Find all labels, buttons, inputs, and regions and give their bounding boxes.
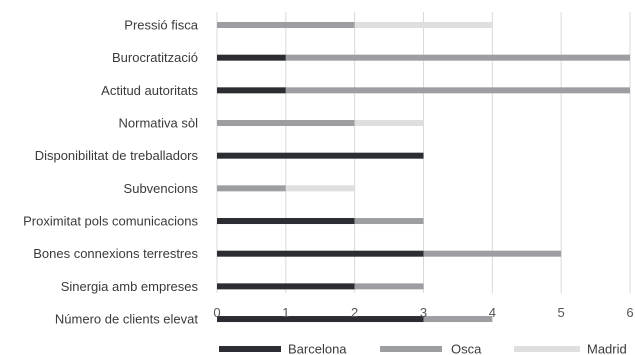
- x-tick-label: 2: [351, 305, 358, 320]
- bar-segment: [217, 283, 355, 290]
- x-tick-label: 1: [282, 305, 289, 320]
- bar-segment: [354, 120, 424, 127]
- category-label: Burocratització: [112, 50, 198, 65]
- category-label: Disponibilitat de treballadors: [35, 148, 199, 163]
- bar-segment: [285, 54, 630, 61]
- category-label: Subvencions: [124, 181, 199, 196]
- bar-segment: [217, 22, 355, 28]
- bar-segment: [217, 120, 355, 127]
- category-label: Número de clients elevat: [55, 312, 198, 327]
- bar-segment: [354, 218, 424, 225]
- bar-segment: [354, 283, 424, 290]
- category-labels: Pressió fisca Burocratització Actitud auto…: [23, 18, 199, 327]
- category-label: Actitud autoritats: [101, 83, 198, 98]
- x-tick-label: 5: [558, 305, 565, 320]
- x-tick-label: 0: [213, 305, 220, 320]
- x-tick-label: 3: [420, 305, 427, 320]
- bars: [217, 22, 630, 323]
- bar-segment: [217, 152, 424, 159]
- bar-segment: [285, 185, 355, 192]
- category-label: Pressió fisca: [124, 18, 198, 33]
- bar-segment: [217, 316, 424, 323]
- x-tick-label: 4: [489, 305, 496, 320]
- bar-segment: [423, 316, 493, 323]
- bar-segment: [423, 250, 562, 257]
- bar-segment: [354, 22, 493, 28]
- legend-swatch: [514, 346, 580, 352]
- bar-segment: [217, 54, 286, 61]
- bar-segment: [217, 250, 424, 257]
- category-label: Proximitat pols comunicacions: [23, 214, 198, 229]
- legend-swatch: [380, 346, 442, 352]
- category-label: Bones connexions terrestres: [33, 246, 198, 261]
- x-tick-label: 6: [626, 305, 633, 320]
- category-label: Sinergia amb empreses: [61, 279, 199, 294]
- legend-label: Madrid: [587, 342, 627, 355]
- legend: Barcelona Osca Madrid: [219, 342, 627, 355]
- legend-label: Barcelona: [288, 342, 347, 355]
- legend-label: Osca: [451, 342, 482, 355]
- category-label: Normativa sòl: [119, 116, 199, 131]
- bar-segment: [217, 87, 286, 94]
- bar-segment: [217, 218, 355, 225]
- bar-segment: [217, 185, 286, 192]
- bar-segment: [285, 87, 630, 94]
- x-axis-ticks: 0 1 2 3 4 5 6: [213, 305, 633, 320]
- legend-swatch: [219, 346, 281, 352]
